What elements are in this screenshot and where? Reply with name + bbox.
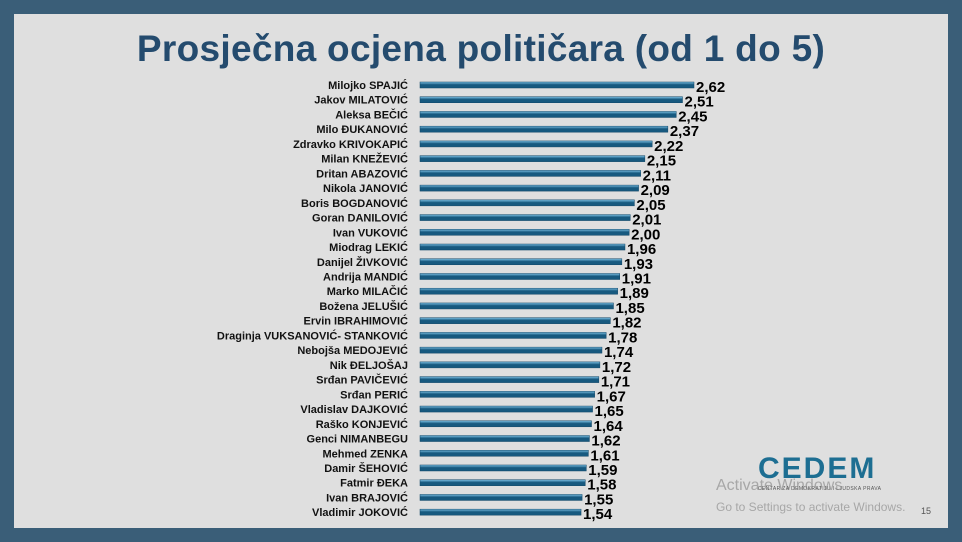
category-label: Goran DANILOVIĆ — [312, 212, 408, 225]
bar — [419, 229, 630, 236]
category-label: Vladimir JOKOVIĆ — [312, 506, 408, 519]
bar — [419, 420, 592, 428]
bar — [419, 170, 641, 177]
bar — [419, 111, 677, 118]
value-label: 2,01 — [632, 212, 661, 229]
category-label: Boris BOGDANOVIĆ — [301, 197, 408, 210]
category-label: Miodrag LEKIĆ — [329, 241, 408, 254]
bar — [419, 140, 653, 148]
value-label: 1,82 — [612, 315, 641, 332]
value-label: 1,59 — [588, 462, 617, 479]
activate-windows-watermark-subtitle: Go to Settings to activate Windows. — [716, 500, 906, 514]
bar — [419, 479, 586, 486]
logo-text: CEDEM — [758, 452, 877, 485]
category-label: Raško KONJEVIĆ — [316, 418, 408, 431]
category-label: Božena JELUŠIĆ — [319, 300, 408, 313]
value-label: 2,37 — [670, 123, 699, 140]
category-label: Nebojša MEDOJEVIĆ — [297, 344, 408, 357]
value-label: 2,22 — [654, 138, 683, 155]
value-label: 1,67 — [597, 388, 626, 405]
category-label: Vladislav DAJKOVIĆ — [300, 403, 408, 416]
category-label: Fatmir ĐEKA — [340, 478, 408, 490]
bar — [419, 346, 603, 354]
category-label: Danijel ŽIVKOVIĆ — [317, 256, 408, 269]
value-label: 1,54 — [583, 506, 613, 523]
value-label: 1,62 — [591, 433, 620, 450]
category-label: Ervin IBRAHIMOVIĆ — [303, 315, 408, 328]
value-label: 1,78 — [608, 329, 637, 346]
category-label: Srđan PERIĆ — [340, 388, 408, 401]
value-label: 1,93 — [624, 256, 653, 273]
bar — [419, 332, 607, 339]
category-label: Dritan ABAZOVIĆ — [316, 167, 408, 180]
activate-windows-watermark: Activate Windows — [716, 477, 843, 494]
bar — [419, 214, 631, 221]
bar — [419, 317, 611, 324]
category-label: Ivan BRAJOVIĆ — [326, 491, 408, 504]
value-label: 1,91 — [622, 270, 651, 287]
value-label: 2,45 — [678, 108, 707, 125]
bar — [419, 287, 618, 295]
value-label: 1,58 — [587, 477, 616, 494]
bar — [419, 125, 669, 133]
bar — [419, 435, 590, 442]
value-label: 2,51 — [684, 94, 713, 111]
value-label: 1,61 — [590, 447, 619, 464]
bar — [419, 302, 614, 310]
value-label: 1,74 — [604, 344, 634, 361]
category-label: Damir ŠEHOVIĆ — [324, 462, 408, 475]
category-label: Genci NIMANBEGU — [307, 434, 409, 446]
value-label: 1,64 — [594, 418, 624, 435]
value-label: 2,05 — [636, 197, 665, 214]
page-number: 15 — [921, 506, 932, 516]
category-label: Nikola JANOVIĆ — [323, 182, 408, 195]
cedem-logo: CEDEM CENTAR ZA DEMOKRATIJU I LJUDSKA PR… — [758, 452, 908, 493]
chart-title: Prosječna ocjena političara (od 1 do 5) — [136, 28, 826, 69]
bar — [419, 361, 601, 369]
bar — [419, 464, 587, 472]
bar — [419, 184, 639, 192]
slide: Prosječna ocjena političara (od 1 do 5) … — [14, 14, 948, 528]
value-label: 2,15 — [647, 153, 676, 170]
value-label: 1,89 — [620, 285, 649, 302]
bar — [419, 155, 646, 162]
bar — [419, 494, 583, 501]
value-label: 2,11 — [643, 167, 671, 184]
bar-chart: Miloјko SPAJIĆ 2,62 Jakov MILATOVIĆ 2,51 Ale… — [217, 79, 725, 523]
category-label: Mehmed ZENKA — [322, 448, 408, 460]
value-label: 2,00 — [631, 226, 660, 243]
value-label: 2,09 — [641, 182, 670, 199]
bar — [419, 243, 626, 251]
category-label: Milo ĐUKANOVIĆ — [316, 123, 408, 136]
category-label: Nik ĐELJOŠAJ — [330, 359, 408, 372]
category-label: Zdravko KRIVOKAPIĆ — [293, 138, 408, 151]
bar — [419, 391, 595, 398]
category-label: Andrija MANDIĆ — [323, 270, 408, 283]
category-label: Srđan PAVIČEVIĆ — [316, 374, 408, 387]
logo-subtitle: CENTAR ZA DEMOKRATIJU I LJUDSKA PRAVA — [758, 486, 882, 492]
bar — [419, 96, 683, 103]
value-label: 1,65 — [595, 403, 624, 420]
bar — [419, 405, 593, 413]
bar — [419, 376, 600, 383]
value-label: 1,71 — [601, 374, 630, 391]
bar — [419, 258, 623, 266]
category-label: Milan KNEŽEVIĆ — [321, 153, 408, 166]
value-label: 1,72 — [602, 359, 631, 376]
bar — [419, 273, 620, 280]
bar — [419, 508, 582, 516]
value-label: 1,55 — [584, 491, 613, 508]
bar — [419, 81, 695, 89]
category-label: Aleksa BEČIĆ — [335, 108, 408, 121]
value-label: 2,62 — [696, 79, 725, 96]
category-label: Marko MILAČIĆ — [327, 285, 408, 298]
value-label: 1,85 — [615, 300, 644, 317]
value-label: 1,96 — [627, 241, 656, 258]
category-label: Ivan VUKOVIĆ — [333, 226, 408, 239]
category-label: Draginja VUKSANOVIĆ- STANKOVIĆ — [217, 329, 408, 342]
bar — [419, 199, 635, 207]
category-label: Miloјko SPAJIĆ — [328, 79, 408, 92]
category-label: Jakov MILATOVIĆ — [314, 94, 408, 107]
bar — [419, 450, 589, 457]
